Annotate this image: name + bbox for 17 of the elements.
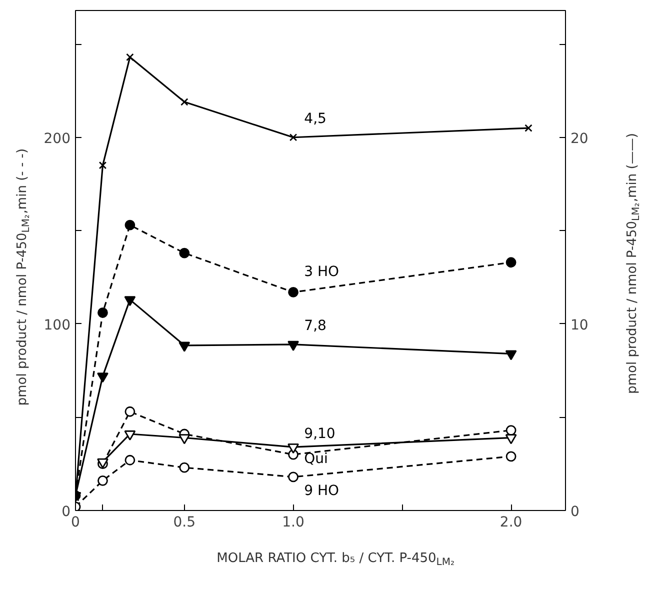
y-tick-label: 100: [44, 317, 71, 334]
annotation: 9 HO: [304, 482, 340, 499]
x-tick-label: 2.0: [500, 514, 522, 530]
annotation: 7,8: [304, 318, 326, 334]
y-tick-label: 0: [62, 504, 71, 520]
y-axis-title: pmol product / nmol P-450LM₂,min (- - -): [15, 148, 32, 406]
annotation: 3 HO: [304, 264, 340, 280]
x-tick-label: 1.0: [282, 514, 304, 530]
annotation: 4,5: [304, 110, 326, 127]
annotation: Qui: [304, 451, 328, 468]
annotation: 9,10: [304, 426, 336, 442]
y2-tick-label: 0: [570, 504, 580, 520]
y2-axis-title: pmol product / nmol P-450LM₂,min (——): [625, 133, 642, 394]
y-tick-label: 200: [44, 130, 71, 147]
y2-tick-label: 20: [570, 130, 588, 147]
x-tick-label: 0.5: [173, 514, 196, 530]
y2-tick-label: 10: [570, 317, 588, 334]
